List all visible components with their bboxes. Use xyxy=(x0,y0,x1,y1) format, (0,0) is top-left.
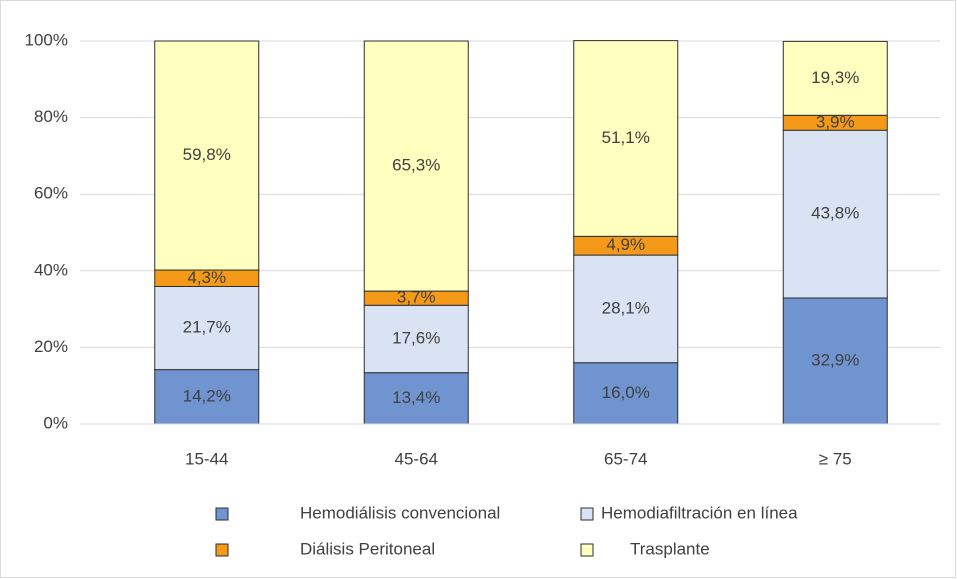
data-label: 13,4% xyxy=(392,388,440,407)
data-label: 3,7% xyxy=(397,288,436,307)
legend-marker xyxy=(580,543,594,557)
y-tick-label: 100% xyxy=(25,30,68,49)
x-tick-label: 65-74 xyxy=(604,449,647,468)
bar-segment xyxy=(782,297,888,425)
bar-segment xyxy=(573,362,679,425)
bar-segment xyxy=(154,286,260,371)
data-label: 14,2% xyxy=(183,386,231,405)
data-label: 19,3% xyxy=(811,68,859,87)
y-tick-label: 60% xyxy=(34,184,68,203)
legend-label: Hemodiafiltración en línea xyxy=(601,503,798,522)
legend-label: Trasplante xyxy=(630,539,710,558)
data-label: 3,9% xyxy=(816,112,855,131)
data-label: 59,8% xyxy=(183,145,231,164)
bar-segment xyxy=(154,40,260,271)
bar-segment xyxy=(573,254,679,364)
y-tick-label: 80% xyxy=(34,107,68,126)
data-label: 4,3% xyxy=(187,268,226,287)
y-tick-label: 40% xyxy=(34,260,68,279)
bar-segment xyxy=(154,369,260,425)
legend-marker xyxy=(215,543,229,557)
y-tick-label: 20% xyxy=(34,337,68,356)
bar-segment xyxy=(782,40,888,116)
data-label: 4,9% xyxy=(606,235,645,254)
data-label: 16,0% xyxy=(602,383,650,402)
legend-label: Diálisis Peritoneal xyxy=(300,539,435,558)
legend-marker xyxy=(215,507,229,521)
bar-segment xyxy=(573,40,679,237)
x-tick-label: 15-44 xyxy=(185,449,228,468)
data-label: 17,6% xyxy=(392,328,440,347)
data-label: 32,9% xyxy=(811,350,859,369)
bar-segment xyxy=(363,40,469,292)
legend-marker xyxy=(580,507,594,521)
data-label: 21,7% xyxy=(183,318,231,337)
data-label: 43,8% xyxy=(811,204,859,223)
data-label: 51,1% xyxy=(602,128,650,147)
legend-label: Hemodiálisis convencional xyxy=(300,503,500,522)
bar-segment xyxy=(782,129,888,299)
bar-segment xyxy=(363,304,469,374)
data-label: 65,3% xyxy=(392,156,440,175)
data-label: 28,1% xyxy=(602,298,650,317)
x-tick-label: ≥ 75 xyxy=(819,449,852,468)
y-tick-label: 0% xyxy=(43,413,68,432)
x-tick-label: 45-64 xyxy=(395,449,438,468)
